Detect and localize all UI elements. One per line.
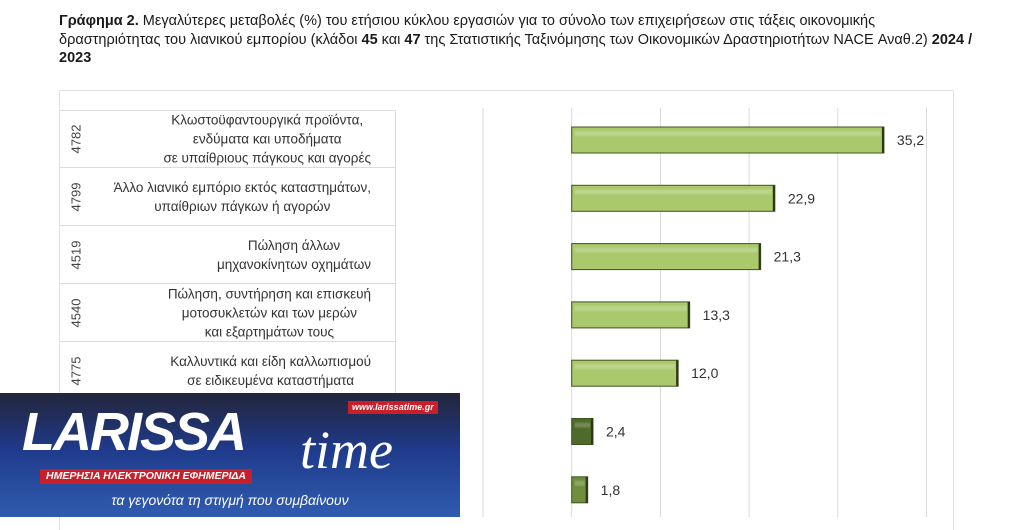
logo-tagline: τα γεγονότα τη στιγμή που συμβαίνουν <box>111 492 349 508</box>
title-text: Μεγαλύτερες μεταβολές (%) του ετήσιου κύ… <box>59 13 876 48</box>
category-label: Καλλυντικά και είδη καλλωπισμού σε ειδικ… <box>170 353 371 388</box>
category-row: 4782 Κλωστοϋφαντουργικά προϊόντα, ενδύματ… <box>60 110 396 168</box>
category-row: 4799 Άλλο λιανικό εμπόριο εκτός καταστημά… <box>60 168 396 226</box>
value-label: 35,2 <box>897 132 924 148</box>
value-label: 1,8 <box>601 482 621 498</box>
category-label: Πώληση, συντήρηση και επισκευή μοτοσυκλε… <box>167 286 371 339</box>
category-row: 4519 Πώληση άλλων μηχανοκίνητων οχημάτων <box>60 226 396 284</box>
larissatime-logo-banner: LARISSA www.larissatime.gr time ΗΜΕΡΗΣΙΑ… <box>0 393 460 517</box>
title-k2: 47 <box>404 31 421 48</box>
title-years: 2024 / 2023 <box>59 31 973 67</box>
category-label: Κλωστοϋφαντουργικά προϊόντα, ενδύματα κα… <box>163 112 371 166</box>
value-label: 13,3 <box>703 307 730 323</box>
category-label: Πώληση άλλων μηχανοκίνητων οχημάτων <box>216 237 371 272</box>
title-and: και <box>377 31 405 48</box>
chart-title: Γράφημα 2. Μεγαλύτερες μεταβολές (%) του… <box>59 12 974 68</box>
logo-name: LARISSA <box>22 402 247 462</box>
value-label: 22,9 <box>788 190 815 206</box>
bar-highlight <box>574 304 687 325</box>
category-label: Άλλο λιανικό εμπόριο εκτός καταστημάτων,… <box>113 179 371 214</box>
plot-area: 35,2 22,9 21,3 13,3 12,0 2,4 1,8 <box>482 108 927 517</box>
category-row: 4775 Καλλυντικά και είδη καλλωπισμού σε ε… <box>60 342 396 400</box>
title-k1: 45 <box>361 31 378 48</box>
title-prefix: Γράφημα 2. <box>59 13 139 29</box>
value-label: 2,4 <box>606 424 626 440</box>
bar-highlight <box>574 246 758 267</box>
bar-highlight <box>574 188 772 209</box>
value-label: 12,0 <box>691 365 718 381</box>
category-table: 4782 Κλωστοϋφαντουργικά προϊόντα, ενδύματ… <box>60 110 396 400</box>
category-row: 4540 Πώληση, συντήρηση και επισκευή μοτοσ… <box>60 284 396 342</box>
bar-highlight <box>574 479 585 500</box>
bar-highlight <box>574 363 676 384</box>
chart-frame <box>59 90 954 530</box>
value-label: 21,3 <box>774 249 801 265</box>
bar-highlight <box>574 421 590 442</box>
title-text2: της Στατιστικής Ταξινόμησης των Οικονομι… <box>420 31 932 48</box>
bar-highlight <box>574 130 881 150</box>
logo-time: time <box>300 420 393 480</box>
logo-subtitle: ΗΜΕΡΗΣΙΑ ΗΛΕΚΤΡΟΝΙΚΗ ΕΦΗΜΕΡΙΔΑ <box>40 469 253 484</box>
logo-url: www.larissatime.gr <box>348 401 438 414</box>
